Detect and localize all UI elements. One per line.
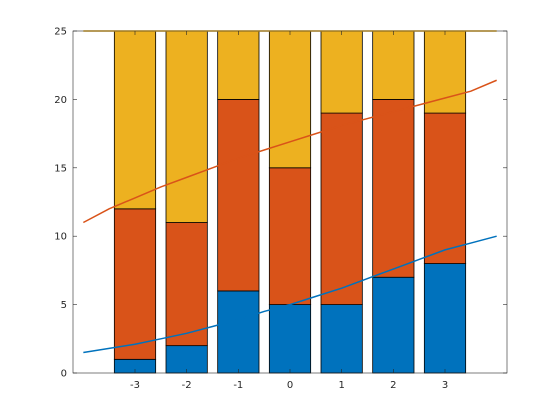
bar-segment-series2-cat0 <box>113 208 157 360</box>
bar-segment-series3-cat3 <box>268 30 312 169</box>
y-tick-label: 0 <box>61 369 67 380</box>
bar-segment-series1-cat3 <box>268 304 312 374</box>
bar-segment-series2-cat6 <box>423 112 467 264</box>
bar-segment-series1-cat6 <box>423 263 467 374</box>
line-series-1 <box>83 235 497 354</box>
x-tick-label: 2 <box>390 380 396 391</box>
x-tick-label: 1 <box>338 380 344 391</box>
bar-segment-series1-cat5 <box>372 276 415 374</box>
x-tick-label: -2 <box>182 380 192 391</box>
bar-segment-series3-cat4 <box>320 30 363 114</box>
y-tick-label: 25 <box>54 27 67 38</box>
bar-segment-series2-cat1 <box>165 222 208 347</box>
y-tick-label: 10 <box>54 232 67 243</box>
bar-segment-series2-cat4 <box>320 112 363 306</box>
bar-segment-series3-cat1 <box>165 30 208 223</box>
bar-segment-series1-cat1 <box>165 345 208 374</box>
bar-segment-series2-cat5 <box>372 99 415 278</box>
y-tick-label: 15 <box>54 163 67 174</box>
bar-segment-series2-cat3 <box>268 167 312 306</box>
bar-segment-series3-cat5 <box>372 30 415 100</box>
x-tick-label: 0 <box>287 380 293 391</box>
bar-segment-series1-cat2 <box>217 290 260 374</box>
bar-segment-series3-cat0 <box>113 30 157 210</box>
x-tick-label: -3 <box>130 380 140 391</box>
bar-segment-series2-cat2 <box>217 99 260 292</box>
y-tick-label: 20 <box>54 95 67 106</box>
bar-segment-series1-cat4 <box>320 304 363 374</box>
y-tick-label: 5 <box>61 300 67 311</box>
x-tick-label: -1 <box>233 380 243 391</box>
line-series-2 <box>82 79 497 224</box>
x-tick-label: 3 <box>442 380 448 391</box>
bar-segment-series3-cat2 <box>217 30 260 100</box>
bar-segment-series3-cat6 <box>423 30 467 114</box>
bars-layer <box>113 30 467 374</box>
ticks-layer: -3 -2 -1 0 1 2 3 0 5 10 15 20 25 <box>54 27 507 391</box>
